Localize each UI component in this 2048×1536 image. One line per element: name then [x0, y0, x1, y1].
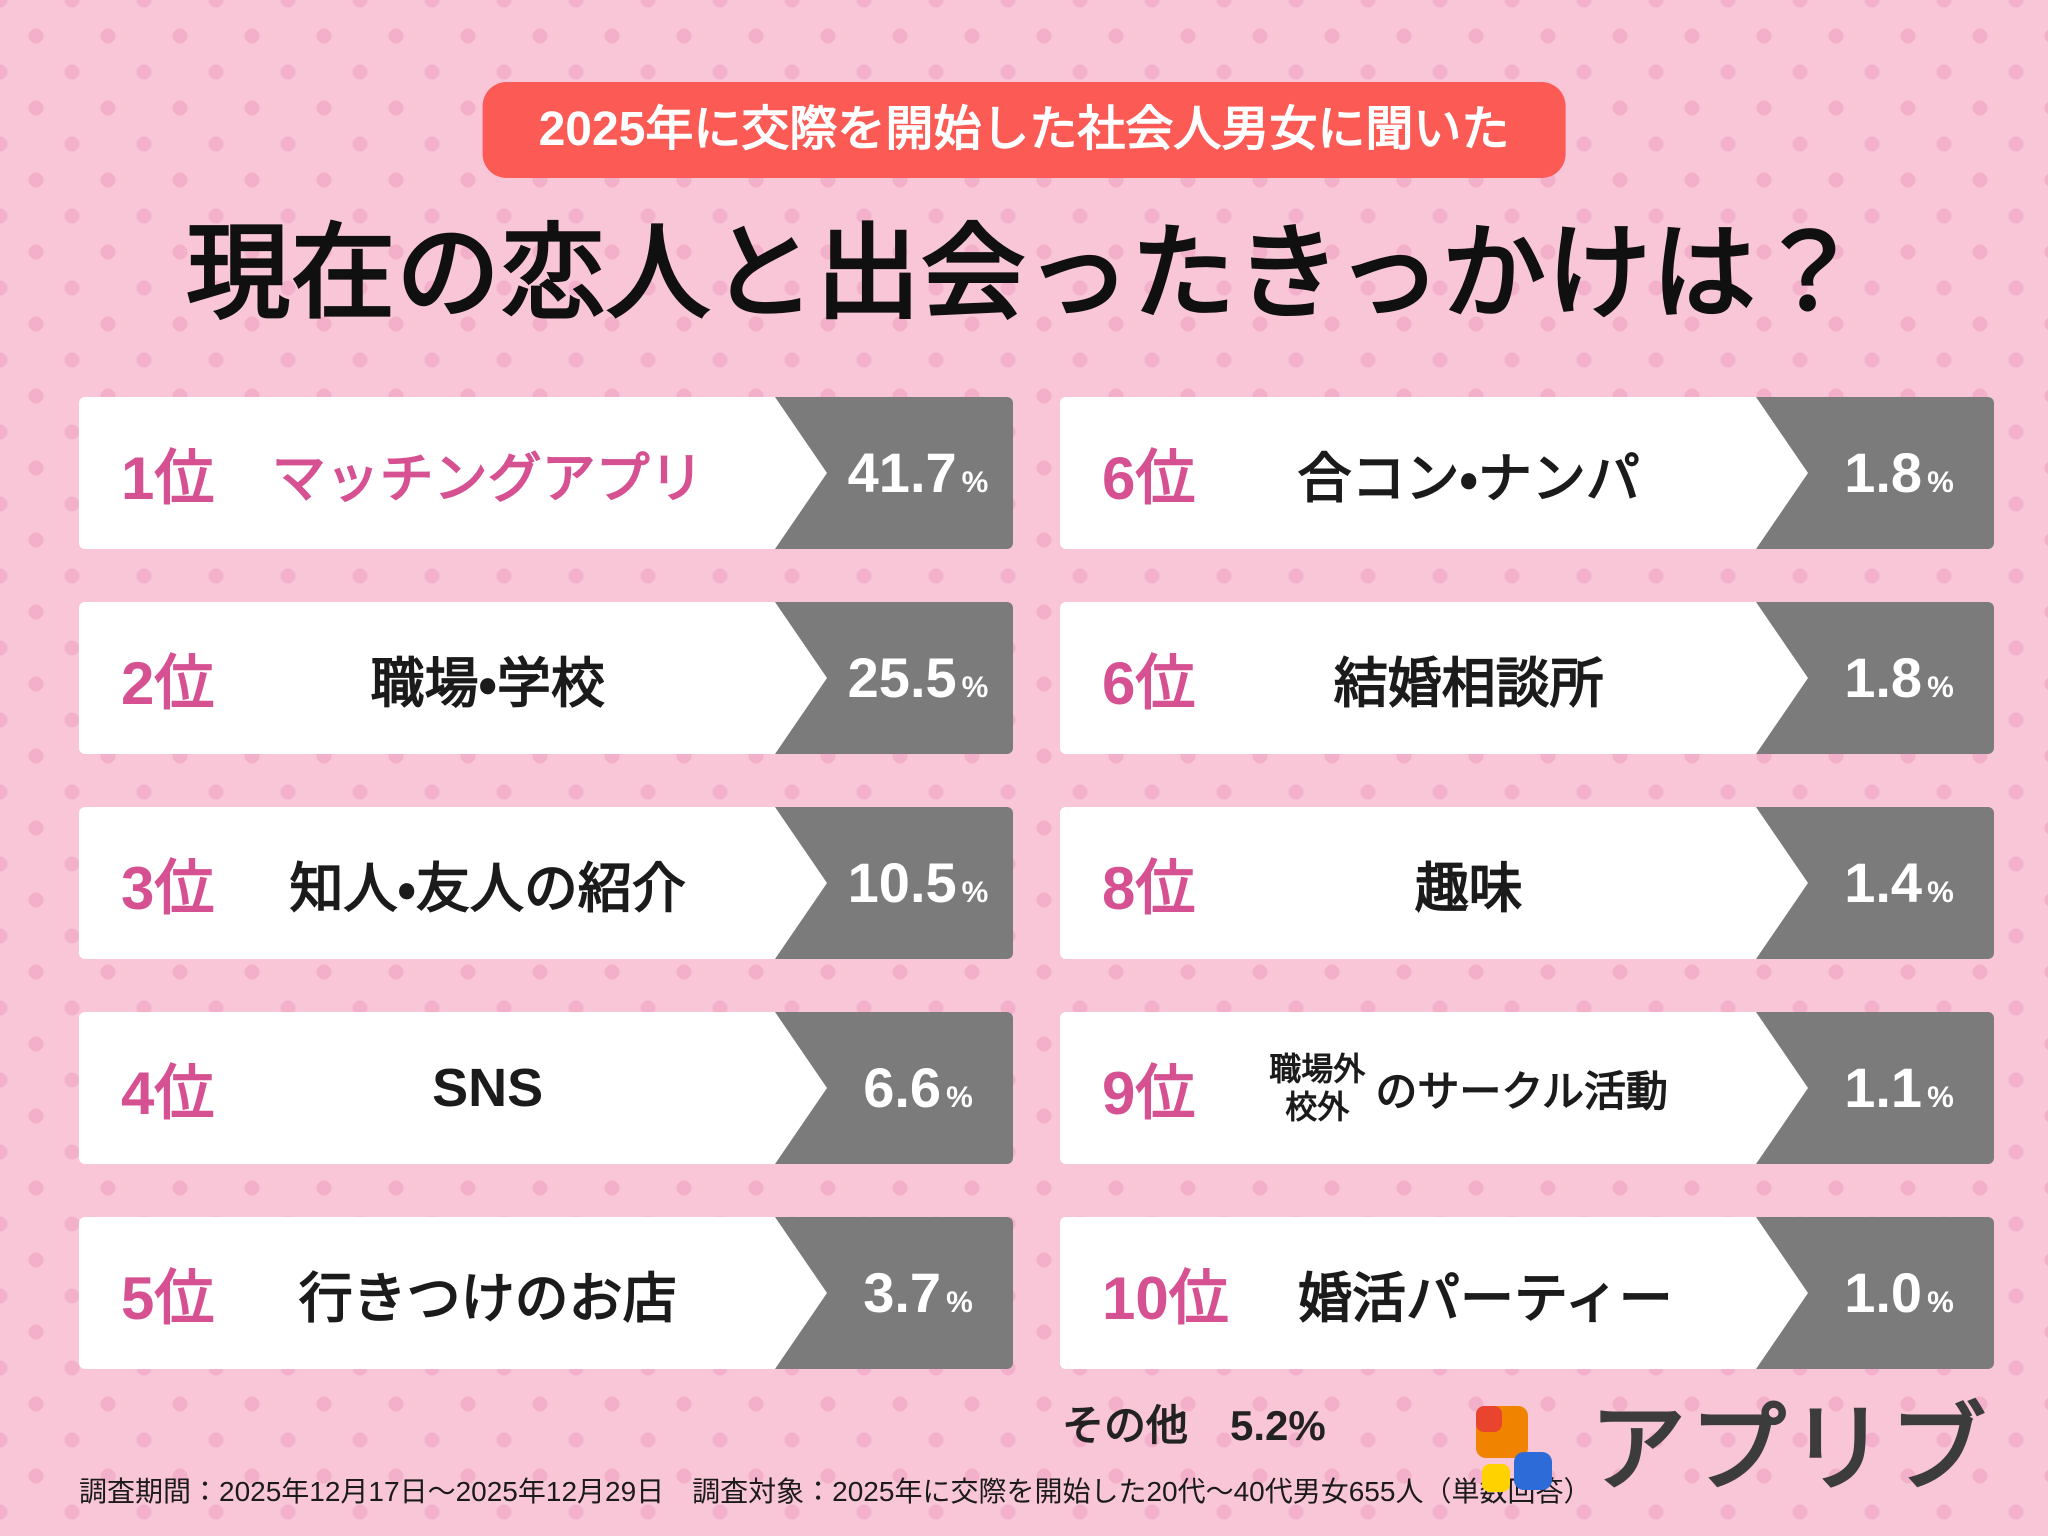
value-arrow-block: 1.0%	[1756, 1217, 1994, 1369]
value-arrow-block: 25.5%	[775, 602, 1013, 754]
logo-red-square-icon	[1476, 1406, 1502, 1432]
page-title: 現在の恋人と出会ったきっかけは？	[186, 216, 1862, 332]
value-arrow-block: 41.7%	[775, 397, 1013, 549]
brand-logo-text: アプリブ	[1590, 1396, 1990, 1503]
rank-label: 6位	[1102, 444, 1196, 512]
rank-label: 5位	[121, 1264, 215, 1332]
category-label-area: 婚活パーティー	[1229, 1254, 1742, 1333]
category-label: マッチングアプリ	[271, 448, 704, 509]
survey-footnote: 調査期間：2025年12月17日～2025年12月29日 調査対象：2025年に…	[79, 1476, 1592, 1507]
ranking-row: 2位 職場・学校 25.5%	[79, 602, 1013, 754]
percentage-value: 1.0	[1844, 1261, 1923, 1324]
survey-audience-badge: 2025年に交際を開始した社会人男女に聞いた	[482, 82, 1566, 178]
category-label-area: 趣味	[1195, 844, 1742, 923]
percentage-unit: %	[1927, 876, 1954, 909]
rank-label: 10位	[1102, 1264, 1229, 1332]
category-label-area: 職場外 校外 のサークル活動	[1195, 1050, 1742, 1127]
percentage-value: 1.8	[1844, 646, 1923, 709]
value-arrow-block: 10.5%	[775, 807, 1013, 959]
logo-yellow-square-icon	[1482, 1464, 1510, 1492]
category-label-area: 合コン・ナンパ	[1195, 434, 1742, 513]
ranking-row: 5位 行きつけのお店 3.7%	[79, 1217, 1013, 1369]
category-label: 結婚相談所	[1333, 653, 1604, 714]
ranking-column-left: 1位 マッチングアプリ 41.7% 2位 職場・学校 25.5% 3位 知人・友人の紹介 10.…	[79, 397, 1013, 1369]
value-arrow-block: 3.7%	[775, 1217, 1013, 1369]
category-label: 行きつけのお店	[298, 1268, 677, 1329]
category-label-stacked-line: 校外	[1285, 1089, 1350, 1125]
category-label: のサークル活動	[1375, 1067, 1669, 1115]
percentage-value: 3.7	[863, 1261, 942, 1324]
ranking-row: 10位 婚活パーティー 1.0%	[1060, 1217, 1994, 1369]
percentage-value: 6.6	[863, 1056, 942, 1119]
percentage-unit: %	[961, 671, 989, 704]
percentage-unit: %	[1927, 1081, 1954, 1114]
value-arrow-block: 6.6%	[775, 1012, 1013, 1164]
rank-label: 3位	[121, 854, 215, 922]
ranking-row: 6位 合コン・ナンパ 1.8%	[1060, 397, 1994, 549]
category-label-area: 知人・友人の紹介	[214, 844, 761, 923]
ranking-row: 1位 マッチングアプリ 41.7%	[79, 397, 1013, 549]
value-arrow-block: 1.1%	[1756, 1012, 1994, 1164]
category-label-area: 職場・学校	[214, 639, 761, 718]
rank-label: 4位	[121, 1059, 215, 1127]
category-label-stacked-line: 職場外	[1269, 1050, 1366, 1087]
rank-label: 1位	[121, 444, 215, 512]
percentage-unit: %	[946, 1081, 973, 1114]
ranking-columns: 1位 マッチングアプリ 41.7% 2位 職場・学校 25.5% 3位 知人・友人の紹介 10.…	[79, 397, 1994, 1369]
percentage-value: 1.8	[1844, 441, 1923, 504]
ranking-column-right: 6位 合コン・ナンパ 1.8% 6位 結婚相談所 1.8% 8位 趣味 1.4% 9位 職場外 校外の…	[1060, 397, 1994, 1369]
category-label: SNS	[432, 1058, 544, 1118]
rank-label: 2位	[121, 649, 215, 717]
percentage-unit: %	[961, 466, 989, 499]
ranking-row: 3位 知人・友人の紹介 10.5%	[79, 807, 1013, 959]
category-label: 知人・友人の紹介	[289, 858, 686, 919]
percentage-unit: %	[961, 876, 989, 909]
category-label-area: 結婚相談所	[1195, 639, 1742, 718]
ranking-row: 6位 結婚相談所 1.8%	[1060, 602, 1994, 754]
percentage-unit: %	[1927, 1286, 1954, 1319]
ranking-row: 4位 SNS 6.6%	[79, 1012, 1013, 1164]
logo-blue-square-icon	[1514, 1452, 1552, 1490]
percentage-value: 10.5	[847, 851, 957, 914]
percentage-value: 1.1	[1844, 1056, 1923, 1119]
brand-logo: アプリブ	[1474, 1402, 1990, 1498]
category-label: 婚活パーティー	[1297, 1268, 1673, 1329]
value-arrow-block: 1.8%	[1756, 397, 1994, 549]
percentage-unit: %	[946, 1286, 973, 1319]
category-label-area: マッチングアプリ	[214, 434, 761, 513]
category-label: 趣味	[1414, 858, 1523, 919]
category-label: 職場・学校	[370, 653, 605, 714]
category-label-area: 行きつけのお店	[214, 1254, 761, 1333]
percentage-value: 25.5	[847, 646, 957, 709]
category-label: 合コン・ナンパ	[1297, 448, 1640, 509]
rank-label: 9位	[1102, 1059, 1196, 1127]
value-arrow-block: 1.8%	[1756, 602, 1994, 754]
ranking-row: 9位 職場外 校外 のサークル活動 1.1%	[1060, 1012, 1994, 1164]
other-category-note: その他 5.2%	[1062, 1402, 1326, 1449]
percentage-value: 1.4	[1844, 851, 1923, 914]
category-label-stacked: 職場外 校外	[1269, 1050, 1365, 1127]
category-label-area: SNS	[214, 1057, 761, 1119]
ranking-row: 8位 趣味 1.4%	[1060, 807, 1994, 959]
percentage-unit: %	[1927, 466, 1954, 499]
rank-label: 6位	[1102, 649, 1196, 717]
rank-label: 8位	[1102, 854, 1196, 922]
brand-logo-icon	[1474, 1404, 1568, 1498]
value-arrow-block: 1.4%	[1756, 807, 1994, 959]
percentage-value: 41.7	[847, 441, 957, 504]
percentage-unit: %	[1927, 671, 1954, 704]
